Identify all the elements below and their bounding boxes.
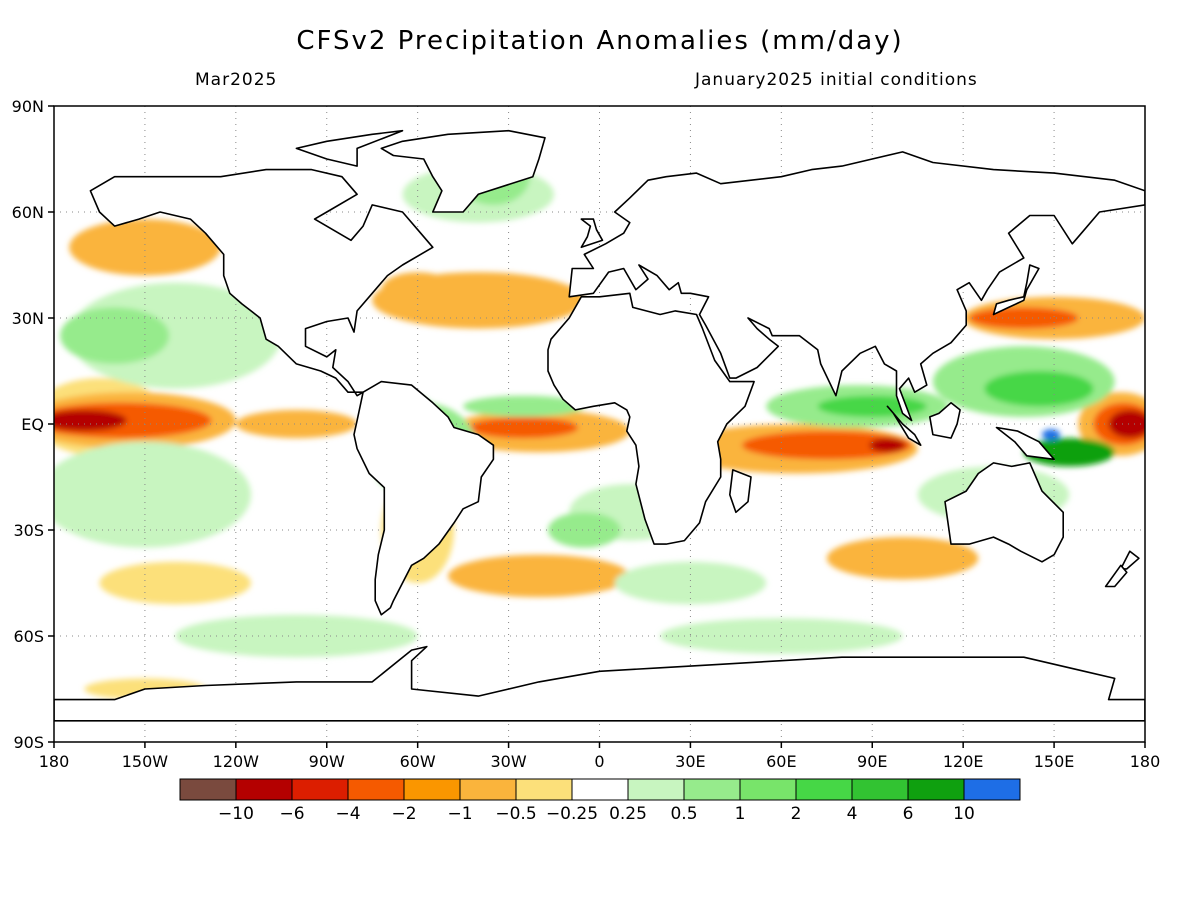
coastlines — [54, 129, 1145, 722]
colorbar-label: 2 — [791, 804, 802, 824]
lat-tick-label: 30N — [12, 309, 44, 328]
lat-tick-label: 90N — [12, 97, 44, 116]
anomaly-region — [381, 272, 455, 308]
lon-tick-label: 180 — [39, 752, 70, 771]
anomaly-region — [447, 554, 630, 598]
continent-outline — [295, 129, 404, 167]
lat-tick-label: 30S — [13, 521, 44, 540]
colorbar-label: 0.5 — [670, 804, 697, 824]
anomaly-region — [60, 307, 170, 364]
lon-tick-label: 120E — [943, 752, 984, 771]
continent-outline — [995, 426, 1055, 461]
lon-tick-label: 120W — [213, 752, 260, 771]
anomaly-region — [869, 438, 906, 453]
lat-tick-label: 60S — [13, 627, 44, 646]
lat-tick-label: 90S — [13, 733, 44, 752]
colorbar: −10 −6 −4 −2 −1 −0.5 −0.25 0.25 0.5 1 2 4 6 10 — [179, 778, 1021, 824]
anomaly-region — [826, 537, 979, 580]
colorbar-swatch — [907, 778, 965, 801]
longitude-ticks: 180 150W 120W 90W 60W 30W 0 30E 60E 90E 120E 150E 18… — [39, 742, 1161, 771]
anomaly-field — [54, 148, 1145, 700]
forecast-month-label: Mar2025 — [195, 70, 278, 90]
continent-outline — [992, 264, 1040, 316]
continent-outline — [886, 405, 922, 447]
colorbar-swatch — [683, 778, 741, 801]
colorbar-swatch — [179, 778, 237, 801]
anomaly-region — [175, 614, 418, 658]
map-title: CFSv2 Precipitation Anomalies (mm/day) — [296, 26, 904, 56]
lat-tick-label: 60N — [12, 203, 44, 222]
continent-outline — [568, 151, 1145, 422]
colorbar-label: 6 — [903, 804, 914, 824]
anomaly-region — [1023, 438, 1115, 467]
lon-tick-label: 150E — [1034, 752, 1075, 771]
anomaly-region — [660, 618, 903, 654]
lon-tick-label: 60W — [400, 752, 436, 771]
continent-outline — [547, 292, 755, 545]
colorbar-label: 1 — [735, 804, 746, 824]
colorbar-swatch — [291, 778, 349, 801]
colorbar-label: −4 — [335, 804, 360, 824]
lon-tick-label: 30E — [675, 752, 705, 771]
colorbar-label: 4 — [847, 804, 858, 824]
colorbar-label: −2 — [391, 804, 416, 824]
colorbar-label: −0.25 — [546, 804, 598, 824]
continent-outline — [1104, 564, 1128, 588]
anomaly-region — [984, 371, 1094, 407]
continent-outline — [728, 469, 752, 514]
continent-outline — [944, 462, 1064, 563]
lon-tick-label: 30W — [490, 752, 526, 771]
continent-outline — [1120, 550, 1140, 570]
colorbar-label: −0.5 — [495, 804, 536, 824]
anomaly-region — [1108, 409, 1145, 439]
anomaly-region — [469, 416, 579, 439]
colorbar-label: −6 — [279, 804, 304, 824]
lon-tick-label: 150W — [122, 752, 169, 771]
colorbar-label: −10 — [218, 804, 254, 824]
lon-tick-label: 0 — [594, 752, 604, 771]
lon-tick-label: 180 — [1130, 752, 1161, 771]
anomaly-region — [614, 561, 767, 605]
colorbar-label: −1 — [447, 804, 472, 824]
lon-tick-label: 60E — [766, 752, 796, 771]
colorbar-swatch — [739, 778, 797, 801]
colorbar-swatch — [963, 778, 1021, 801]
anomaly-region — [99, 561, 251, 605]
continent-outline — [380, 129, 546, 213]
colorbar-swatch — [459, 778, 517, 801]
anomaly-region — [969, 307, 1079, 329]
lon-tick-label: 90E — [857, 752, 887, 771]
colorbar-swatch — [795, 778, 853, 801]
lat-tick-label: EQ — [21, 415, 44, 434]
continent-outline — [928, 401, 961, 439]
continent-outline — [353, 380, 495, 616]
continent-outline — [54, 645, 1145, 722]
colorbar-swatch — [571, 778, 629, 801]
anomaly-region — [54, 409, 127, 432]
anomaly-region — [547, 512, 621, 548]
initial-conditions-label: January2025 initial conditions — [695, 70, 978, 90]
lon-tick-label: 90W — [309, 752, 345, 771]
anomaly-region — [235, 409, 358, 439]
colorbar-swatch — [347, 778, 405, 801]
colorbar-swatch — [851, 778, 909, 801]
colorbar-swatch — [403, 778, 461, 801]
colorbar-swatch — [235, 778, 293, 801]
colorbar-swatch — [627, 778, 685, 801]
anomaly-region — [463, 395, 585, 417]
continent-outline — [89, 168, 434, 397]
anomaly-region — [1041, 429, 1061, 440]
colorbar-swatch — [515, 778, 573, 801]
continent-outline — [580, 218, 604, 249]
colorbar-label: 0.25 — [609, 804, 647, 824]
anomaly-region — [54, 441, 251, 548]
latitude-ticks: 90N 60N 30N EQ 30S 60S 90S — [12, 97, 54, 752]
anomaly-region — [69, 219, 221, 276]
anomaly-region — [741, 431, 912, 460]
colorbar-label: 10 — [953, 804, 975, 824]
